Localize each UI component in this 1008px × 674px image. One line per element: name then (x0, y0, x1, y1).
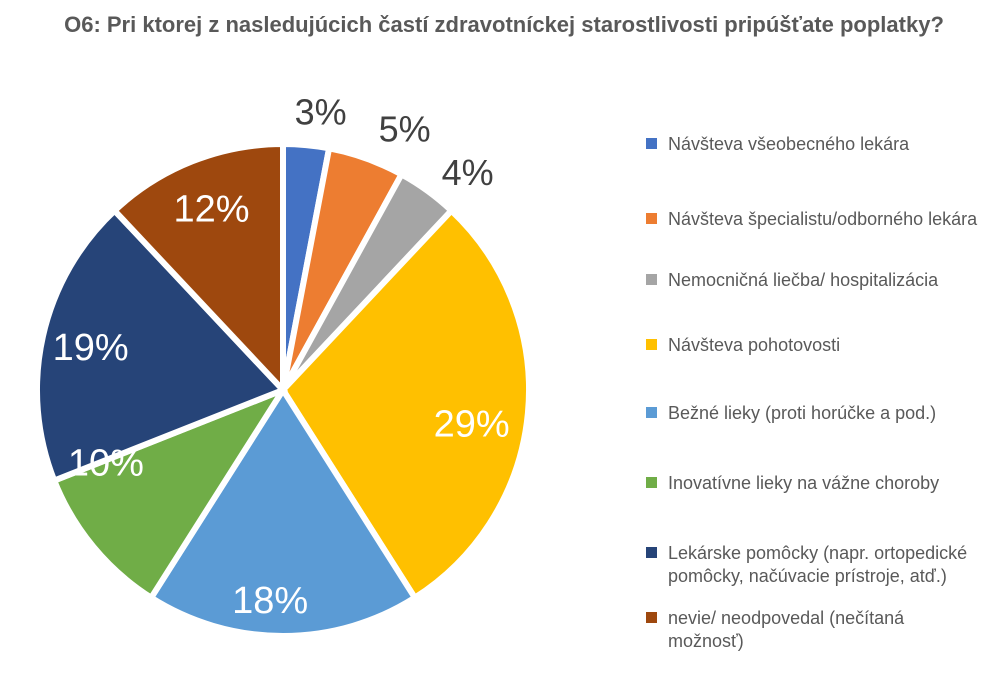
pie-data-label: 5% (379, 109, 431, 150)
legend-swatch-icon (646, 477, 657, 488)
pie-chart: 3% 5% 4% 29% 18% 10% 19% 12% (34, 92, 532, 639)
legend-label: nevie/ neodpovedal (nečítaná možnosť) (668, 608, 905, 652)
pie-slice-4 (279, 206, 532, 602)
legend-item: Inovatívne lieky na vážne choroby (646, 472, 984, 495)
pie-data-label: 3% (295, 92, 347, 133)
pie-slice-8 (110, 140, 286, 398)
legend-item: nevie/ neodpovedal (nečítaná možnosť) (646, 607, 984, 654)
pie-slice-6 (50, 383, 291, 602)
legend-label: Návšteva všeobecného lekára (668, 134, 910, 154)
legend-label: Návšteva špecialistu/odborného lekára (668, 209, 978, 229)
pie-data-label: 10% (68, 443, 144, 485)
legend: Návšteva všeobecného lekára Návšteva špec… (646, 0, 996, 674)
legend-swatch-icon (646, 213, 657, 224)
legend-item: Návšteva všeobecného lekára (646, 133, 984, 156)
legend-swatch-icon (646, 612, 657, 623)
legend-swatch-icon (646, 547, 657, 558)
legend-item: Nemocničná liečba/ hospitalizácia (646, 269, 984, 292)
legend-item: Bežné lieky (proti horúčke a pod.) (646, 402, 984, 425)
pie-data-label: 18% (232, 580, 308, 622)
legend-item: Lekárske pomôcky (napr. ortopedické pomô… (646, 542, 984, 589)
legend-label: Návšteva pohotovosti (668, 335, 841, 355)
legend-swatch-icon (646, 138, 657, 149)
pie-slice-5 (147, 384, 419, 639)
chart-title-text: O6: Pri ktorej z nasledujúcich častí zdr… (64, 12, 944, 37)
pie-data-label: 19% (53, 327, 129, 369)
pie-data-label: 12% (173, 188, 249, 230)
legend-label: Inovatívne lieky na vážne choroby (668, 473, 940, 493)
legend-swatch-icon (646, 407, 657, 418)
legend-item: Návšteva pohotovosti (646, 334, 984, 357)
legend-swatch-icon (646, 274, 657, 285)
legend-item: Návšteva špecialistu/odborného lekára (646, 208, 984, 231)
chart-title: O6: Pri ktorej z nasledujúcich častí zdr… (0, 10, 1008, 41)
legend-swatch-icon (646, 339, 657, 350)
legend-label: Nemocničná liečba/ hospitalizácia (668, 270, 939, 290)
legend-label: Lekárske pomôcky (napr. ortopedické pomô… (668, 543, 968, 587)
pie-slice-7 (34, 206, 289, 485)
pie-data-label: 29% (434, 404, 510, 446)
legend-label: Bežné lieky (proti horúčke a pod.) (668, 403, 937, 423)
pie-data-label: 4% (442, 152, 494, 193)
